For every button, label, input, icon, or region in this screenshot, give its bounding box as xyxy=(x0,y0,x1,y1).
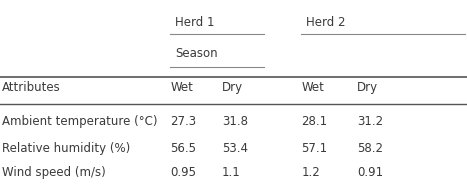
Text: Attributes: Attributes xyxy=(2,81,61,94)
Text: 1.1: 1.1 xyxy=(222,166,241,179)
Text: 0.91: 0.91 xyxy=(357,166,383,179)
Text: Wet: Wet xyxy=(170,81,193,94)
Text: 1.2: 1.2 xyxy=(301,166,320,179)
Text: Wet: Wet xyxy=(301,81,324,94)
Text: Herd 1: Herd 1 xyxy=(175,16,215,29)
Text: 28.1: 28.1 xyxy=(301,115,327,128)
Text: Dry: Dry xyxy=(357,81,378,94)
Text: Herd 2: Herd 2 xyxy=(306,16,346,29)
Text: 58.2: 58.2 xyxy=(357,142,383,155)
Text: 27.3: 27.3 xyxy=(170,115,197,128)
Text: 31.8: 31.8 xyxy=(222,115,248,128)
Text: Wind speed (m/s): Wind speed (m/s) xyxy=(2,166,106,179)
Text: Ambient temperature (°C): Ambient temperature (°C) xyxy=(2,115,158,128)
Text: 31.2: 31.2 xyxy=(357,115,383,128)
Text: Dry: Dry xyxy=(222,81,243,94)
Text: 0.95: 0.95 xyxy=(170,166,197,179)
Text: 57.1: 57.1 xyxy=(301,142,327,155)
Text: 53.4: 53.4 xyxy=(222,142,248,155)
Text: Relative humidity (%): Relative humidity (%) xyxy=(2,142,131,155)
Text: Season: Season xyxy=(175,47,218,60)
Text: 56.5: 56.5 xyxy=(170,142,197,155)
